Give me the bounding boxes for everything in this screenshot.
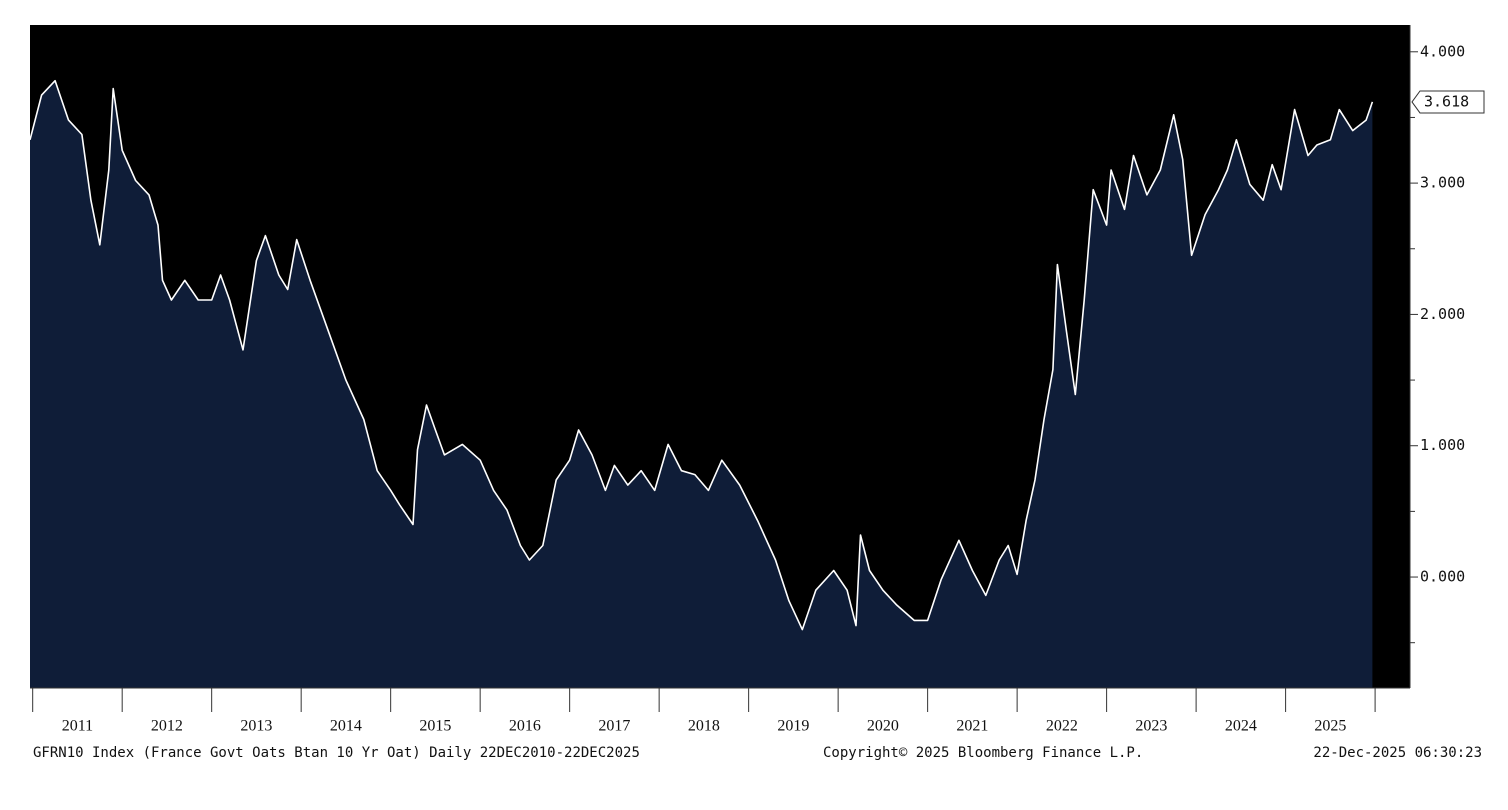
footer-right: 22-Dec-2025 06:30:23 [1313,745,1482,761]
footer-center: Copyright© 2025 Bloomberg Finance L.P. [823,745,1143,761]
line [29,79,1374,631]
x-tick-label: 2017 [598,718,630,735]
x-tick-label: 2016 [509,718,541,735]
x-tick-label: 2014 [330,718,362,735]
x-tick-label: 2025 [1314,718,1346,735]
x-tick-label: 2021 [956,718,988,735]
y-tick-label: 1.000 [1420,436,1465,454]
y-tick-label: 4.000 [1420,42,1465,60]
area-fill [30,80,1373,688]
last-value-flag [1411,90,1485,114]
x-tick-label: 2013 [240,718,272,735]
y-tick-label: 0.000 [1420,568,1465,586]
x-tick-label: 2011 [62,718,93,735]
y-tick-label: 2.000 [1420,305,1465,323]
x-tick-label: 2022 [1046,718,1078,735]
x-tick-label: 2018 [688,718,720,735]
x-tick-label: 2015 [419,718,451,735]
x-tick-label: 2024 [1225,718,1257,735]
x-tick-label: 2012 [151,718,183,735]
x-tick-label: 2020 [867,718,899,735]
x-tick-label: 2023 [1135,718,1167,735]
last-value-label: 3.618 [1424,92,1469,110]
footer-left: GFRN10 Index (France Govt Oats Btan 10 Y… [33,745,640,761]
x-tick-label: 2019 [777,718,809,735]
y-tick-label: 3.000 [1420,174,1465,192]
